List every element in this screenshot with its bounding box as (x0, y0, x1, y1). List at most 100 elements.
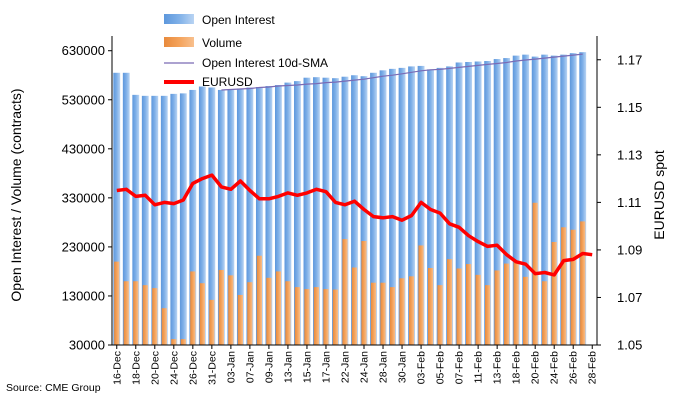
open-interest-bar (550, 55, 558, 345)
volume-bar (466, 264, 472, 345)
y-tick-label-right: 1.07 (617, 290, 642, 305)
y-tick-label-left: 630000 (62, 43, 105, 58)
open-interest-bar (503, 58, 511, 345)
x-tick-label: 16-Dec (111, 351, 123, 385)
open-interest-bars (113, 52, 587, 346)
open-interest-bar (284, 82, 292, 345)
x-tick-label: 13-Feb (492, 351, 504, 384)
open-interest-bar (436, 67, 444, 345)
open-interest-bar (512, 55, 520, 345)
volume-bar (523, 276, 529, 345)
volume-bar (247, 282, 253, 345)
open-interest-bar (341, 76, 349, 345)
volume-bar (427, 267, 434, 345)
volume-bar (152, 288, 158, 345)
volume-bar (351, 267, 358, 345)
volume-bar (171, 339, 177, 345)
open-interest-bar (132, 94, 140, 345)
open-interest-bar (398, 67, 406, 345)
x-tick-label: 24-Feb (549, 351, 561, 384)
volume-bar (161, 308, 167, 345)
open-interest-bar (389, 68, 396, 345)
open-interest-bar (113, 72, 121, 346)
lines (116, 53, 593, 277)
legend-label: Volume (202, 36, 242, 50)
x-tick-label: 15-Jan (301, 351, 313, 383)
x-tick-label: 30-Jan (397, 351, 409, 383)
legend-swatch-volume (164, 37, 194, 47)
x-tick-label: 03-Jan (225, 351, 237, 383)
y-tick-label-right: 1.05 (617, 338, 642, 353)
open-interest-bar (351, 75, 358, 345)
y-tick-label-right: 1.11 (617, 195, 641, 210)
open-interest-bar (160, 95, 168, 345)
open-interest-bar (474, 61, 482, 345)
volume-bar (313, 287, 320, 345)
axes: 30000 130000 230000 330000 430000 530000 63000… (62, 36, 642, 385)
x-tick-label: 31-Dec (206, 351, 218, 385)
volume-bar (275, 271, 282, 345)
open-interest-bar (332, 78, 339, 345)
open-interest-bar (569, 53, 577, 346)
x-tick-label: 07-Feb (454, 351, 466, 384)
volume-bar (142, 285, 148, 345)
volume-bars (114, 202, 586, 345)
open-interest-bar (379, 70, 387, 345)
volume-bar (389, 287, 396, 345)
volume-bar (323, 289, 329, 345)
y-tick-label-left: 530000 (62, 92, 105, 107)
x-tick-label: 18-Dec (130, 351, 142, 385)
volume-bar (475, 274, 481, 345)
open-interest-bar (122, 72, 130, 346)
open-interest-bar (446, 66, 454, 346)
x-tick-label: 26-Feb (568, 351, 580, 384)
volume-bar (561, 227, 567, 345)
x-tick-label: 17-Jan (320, 351, 332, 383)
open-interest-bar (274, 85, 282, 346)
volume-bar (199, 283, 205, 345)
open-interest-bar (484, 61, 492, 346)
open-interest-bar (246, 87, 254, 345)
y-tick-label-right: 1.17 (617, 52, 642, 67)
volume-bar (513, 261, 519, 345)
eurusd-line (116, 173, 593, 277)
volume-bar (580, 221, 586, 345)
y-tick-label-right: 1.15 (617, 100, 642, 115)
y-tick-label-left: 230000 (62, 239, 105, 254)
open-interest-bar (236, 88, 244, 345)
volume-bar (542, 281, 548, 345)
x-tick-label: 03-Feb (416, 351, 428, 384)
legend-label: Open Interest (202, 13, 275, 27)
x-tick-label: 07-Jan (244, 351, 256, 383)
volume-bar (285, 281, 291, 345)
open-interest-bar (493, 59, 501, 346)
y-tick-label-right: 1.09 (617, 242, 642, 257)
volume-bar (180, 339, 186, 345)
volume-bar (123, 281, 129, 345)
y-axis-label-left: Open Interest / Volume (contracts) (8, 88, 24, 301)
open-interest-bar (303, 77, 311, 345)
volume-bar (408, 276, 415, 345)
open-interest-bar (541, 54, 549, 346)
x-tick-label: 20-Dec (149, 351, 161, 385)
legend-label: Open Interest 10d-SMA (202, 56, 328, 70)
x-tick-label: 24-Dec (168, 351, 180, 385)
y-tick-label-left: 130000 (62, 288, 105, 303)
volume-bar (485, 285, 491, 345)
open-interest-bar (455, 62, 463, 345)
open-interest-bar (408, 66, 415, 346)
legend-label: EURUSD (202, 75, 253, 89)
volume-bar (551, 242, 557, 345)
open-interest-bar (189, 89, 197, 345)
volume-bar (361, 241, 367, 345)
open-interest-bar (198, 86, 206, 346)
volume-bar (380, 282, 386, 345)
x-tick-label: 13-Jan (282, 351, 294, 383)
y-tick-label-left: 330000 (62, 190, 105, 205)
x-tick-label: 11-Feb (473, 351, 485, 384)
open-interest-bar (255, 87, 263, 345)
open-interest-bar (151, 95, 159, 345)
open-interest-bar (265, 86, 273, 346)
open-interest-bar (217, 89, 225, 345)
open-interest-bar (531, 56, 539, 345)
